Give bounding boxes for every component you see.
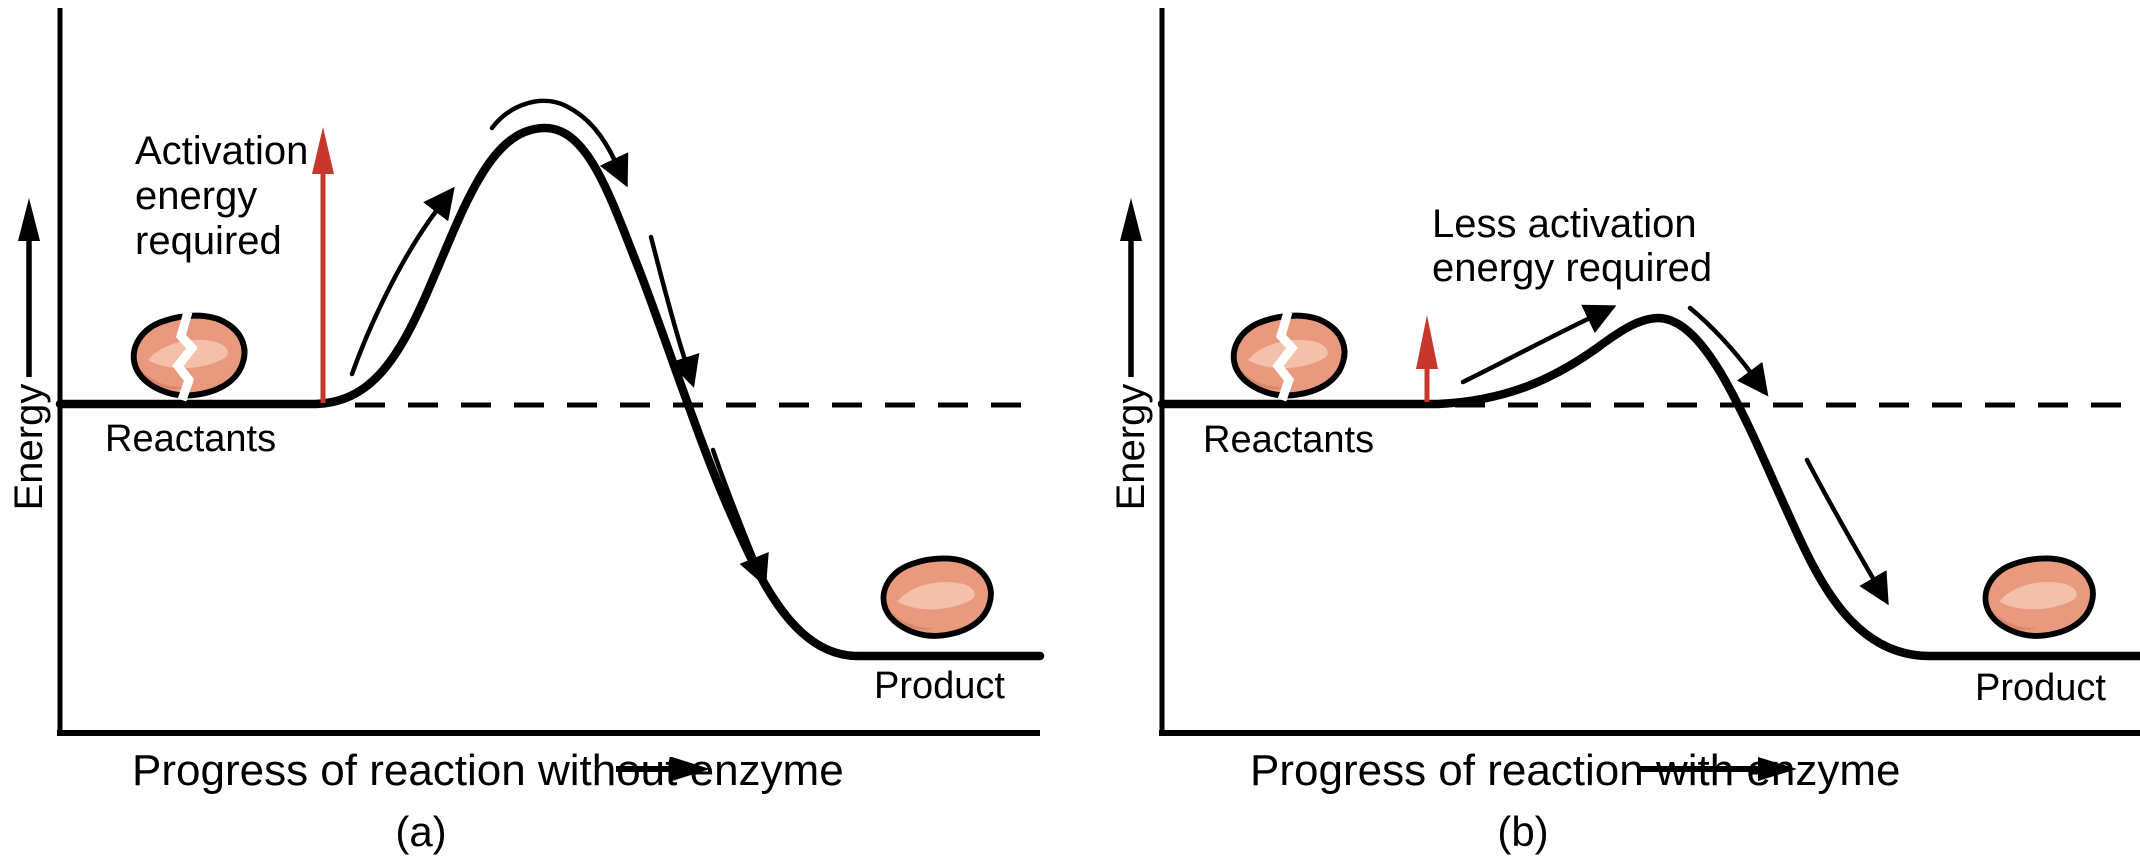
panel-a-annotation-line-1: Activation (135, 129, 308, 173)
panel-a-product-label: Product (874, 665, 1005, 707)
panel-b: Energy Less activation energy required R… (1109, 8, 2140, 855)
panel-b-product-label: Product (1975, 667, 2106, 709)
panel-a-annotation-line-3: required (135, 219, 282, 263)
panel-b-reactant-substrate-icon (1234, 312, 1345, 400)
panel-b-energy-arrow-head (1120, 198, 1142, 241)
panel-a-energy-axis-label: Energy (7, 384, 51, 511)
panel-a-x-axis-label: Progress of reaction without enzyme (132, 746, 844, 795)
panel-b-reactants-label: Reactants (1203, 419, 1374, 461)
panel-b-ascending-direction-arrow (1460, 304, 1617, 385)
panel-a-reactants-label: Reactants (105, 418, 276, 460)
panel-b-activation-annotation: Less activation energy required (1432, 202, 1712, 290)
panel-a-energy-arrow-head (18, 198, 40, 241)
panel-a-activation-annotation: Activation energy required (135, 129, 308, 263)
panel-b-annotation-line-1: Less activation (1432, 202, 1697, 246)
panel-a-descending-direction-arrow-lower (710, 447, 769, 588)
panel-a-product-substrate-icon (883, 558, 990, 635)
panel-a-annotation-line-2: energy (135, 174, 257, 218)
panel-a-reactant-substrate-icon (134, 312, 245, 400)
panel-a-x-axis-arrow-head (672, 757, 710, 781)
panel-a-activation-arrow-head (312, 127, 334, 174)
panel-a-caption: (a) (395, 808, 446, 855)
panel-a-over-peak-direction-arrow (489, 98, 629, 188)
panel-b-descending-direction-arrow-lower (1804, 457, 1889, 606)
panel-b-annotation-line-2: energy required (1432, 246, 1712, 290)
panel-b-product-substrate-icon (1985, 558, 2092, 635)
panel-b-descending-direction-arrow-upper (1687, 305, 1769, 397)
panel-b-reaction-curve (1157, 313, 2140, 661)
panel-a-reaction-curve (55, 123, 1045, 661)
panel-b-x-axis-arrow-head (1758, 757, 1797, 781)
panel-b-x-axis-label: Progress of reaction with enzyme (1250, 746, 1901, 795)
panel-b-energy-axis-label: Energy (1109, 384, 1153, 511)
panel-a: Energy Activation energy required React (7, 8, 1045, 855)
panel-b-activation-arrow-head (1416, 315, 1438, 369)
panel-a-ascending-direction-arrow (349, 186, 455, 377)
panel-a-descending-direction-arrow-upper (648, 234, 700, 388)
panel-b-caption: (b) (1497, 808, 1548, 855)
